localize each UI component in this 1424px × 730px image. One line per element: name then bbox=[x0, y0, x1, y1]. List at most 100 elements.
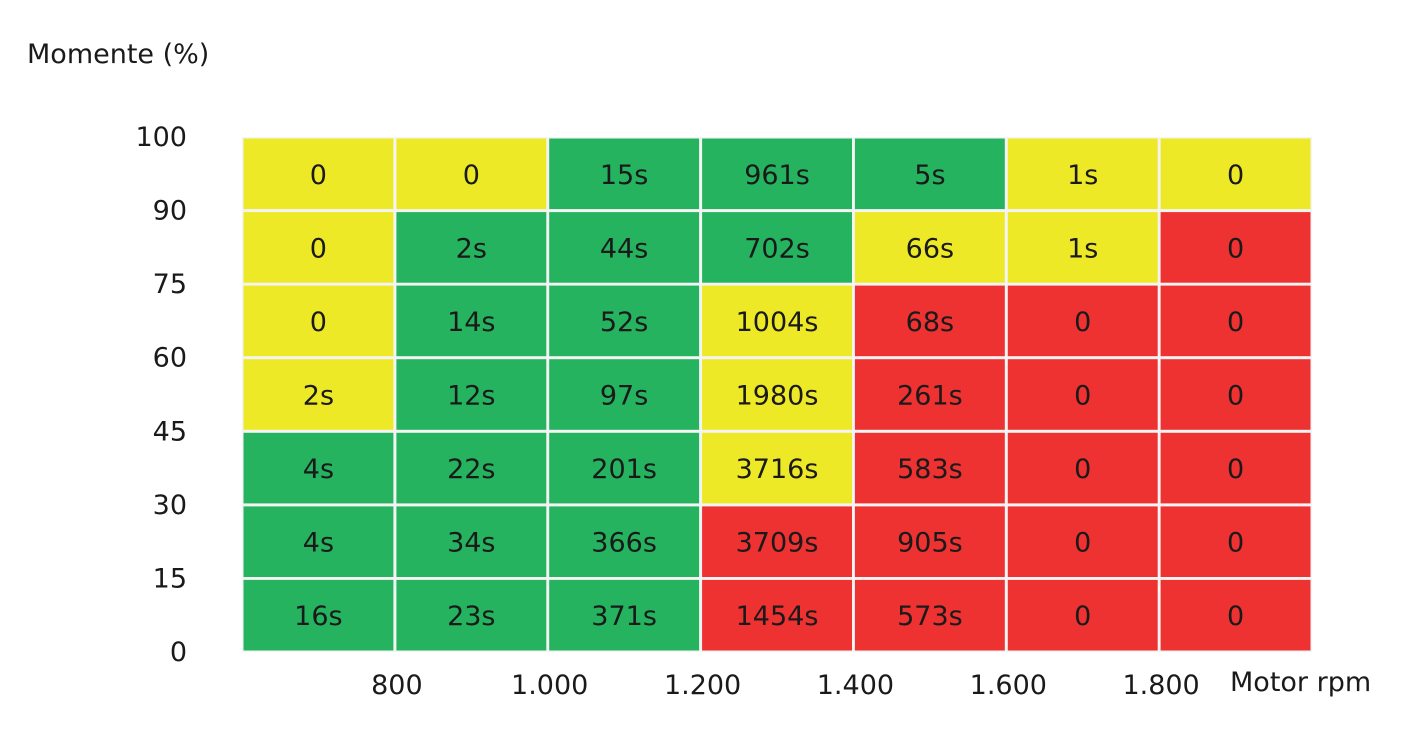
cell-label: 97s bbox=[600, 381, 648, 412]
x-tick-label: 1.600 bbox=[970, 670, 1047, 701]
cell-label: 0 bbox=[1227, 454, 1244, 485]
heatmap-cell bbox=[1160, 138, 1311, 210]
y-tick-label: 15 bbox=[153, 563, 187, 594]
heatmap-cell bbox=[1160, 506, 1311, 577]
heatmap-cell bbox=[549, 285, 700, 357]
heatmap-cell bbox=[549, 212, 700, 283]
cell-label: 371s bbox=[591, 601, 657, 632]
cell-label: 12s bbox=[447, 381, 495, 412]
y-tick-label: 45 bbox=[153, 416, 187, 447]
heatmap-cell bbox=[243, 432, 394, 504]
heatmap-cell bbox=[854, 212, 1005, 283]
cell-label: 702s bbox=[744, 233, 810, 264]
heatmap-cell bbox=[396, 579, 547, 651]
heatmap-cell bbox=[396, 138, 547, 210]
heatmap-cell bbox=[702, 212, 852, 283]
heatmap-cell bbox=[854, 506, 1005, 577]
cell-label: 201s bbox=[591, 454, 657, 485]
heatmap-cell bbox=[702, 285, 852, 357]
cell-label: 3709s bbox=[736, 528, 819, 559]
heatmap-cell bbox=[396, 359, 547, 430]
heatmap-cell bbox=[702, 138, 852, 210]
x-tick-label: 800 bbox=[371, 670, 423, 701]
cell-label: 22s bbox=[447, 454, 495, 485]
heatmap-cell bbox=[1160, 359, 1311, 430]
heatmap-cell bbox=[549, 138, 700, 210]
cell-label: 0 bbox=[310, 160, 327, 191]
heatmap-cell bbox=[854, 138, 1005, 210]
y-tick-label: 0 bbox=[170, 637, 187, 668]
y-tick-label: 30 bbox=[153, 490, 187, 521]
cell-label: 0 bbox=[1227, 233, 1244, 264]
cell-label: 0 bbox=[463, 160, 480, 191]
x-axis-ticks: 800 1.000 1.200 1.400 1.600 1.800 bbox=[371, 670, 1200, 701]
cell-label: 0 bbox=[1227, 528, 1244, 559]
cell-label: 3716s bbox=[736, 454, 819, 485]
cell-label: 366s bbox=[591, 528, 657, 559]
cell-label: 1s bbox=[1067, 233, 1098, 264]
cell-label: 5s bbox=[914, 160, 945, 191]
x-tick-label: 1.400 bbox=[817, 670, 894, 701]
cell-label: 4s bbox=[303, 454, 334, 485]
cell-label: 1980s bbox=[736, 381, 819, 412]
heatmap-cell bbox=[854, 579, 1005, 651]
x-tick-label: 1.000 bbox=[511, 670, 588, 701]
heatmap-cell bbox=[1007, 138, 1158, 210]
cell-label: 261s bbox=[897, 381, 963, 412]
y-tick-label: 90 bbox=[153, 196, 187, 227]
heatmap-cell bbox=[243, 212, 394, 283]
heatmap-cell bbox=[1007, 579, 1158, 651]
x-tick-label: 1.200 bbox=[664, 670, 741, 701]
heatmap-cell bbox=[549, 579, 700, 651]
heatmap-cell bbox=[1007, 432, 1158, 504]
cell-label: 0 bbox=[1227, 160, 1244, 191]
cell-label: 0 bbox=[1074, 528, 1091, 559]
y-axis-label: Momente (%) bbox=[27, 39, 209, 70]
cell-label: 4s bbox=[303, 528, 334, 559]
cell-label: 68s bbox=[906, 307, 954, 338]
heatmap-cell bbox=[243, 506, 394, 577]
cell-label: 0 bbox=[1074, 381, 1091, 412]
heatmap-cell bbox=[549, 359, 700, 430]
heatmap-cell bbox=[549, 506, 700, 577]
heatmap-cell bbox=[1160, 212, 1311, 283]
x-tick-label: 1.800 bbox=[1122, 670, 1199, 701]
heatmap-cell bbox=[854, 359, 1005, 430]
heatmap-cell bbox=[243, 359, 394, 430]
heatmap-cell bbox=[702, 432, 852, 504]
cell-label: 0 bbox=[1074, 601, 1091, 632]
heatmap-cell bbox=[1007, 212, 1158, 283]
cell-label: 23s bbox=[447, 601, 495, 632]
heatmap-grid: 0 0 15s 961s 5s 1s 0 0 2s 44s 702s 66s 1s 0 0 14s 52s 100… bbox=[242, 137, 1312, 652]
cell-label: 0 bbox=[310, 307, 327, 338]
heatmap-cell bbox=[702, 579, 852, 651]
heatmap-cell bbox=[396, 285, 547, 357]
y-axis-ticks: 100 90 75 60 45 30 15 0 bbox=[135, 122, 187, 668]
cell-label: 52s bbox=[600, 307, 648, 338]
heatmap-cell bbox=[1007, 359, 1158, 430]
cell-label: 0 bbox=[1227, 601, 1244, 632]
cell-label: 0 bbox=[310, 233, 327, 264]
heatmap-cell bbox=[1007, 285, 1158, 357]
cell-label: 44s bbox=[600, 233, 648, 264]
cell-label: 16s bbox=[294, 601, 342, 632]
heatmap-cell bbox=[243, 579, 394, 651]
heatmap-cell bbox=[549, 432, 700, 504]
x-axis-label: Motor rpm bbox=[1230, 667, 1371, 698]
heatmap-cell bbox=[1160, 579, 1311, 651]
cell-label: 0 bbox=[1074, 454, 1091, 485]
cell-label: 1s bbox=[1067, 160, 1098, 191]
heatmap-cell bbox=[1007, 506, 1158, 577]
cell-label: 0 bbox=[1227, 381, 1244, 412]
cell-label: 0 bbox=[1227, 307, 1244, 338]
heatmap-cell bbox=[1160, 432, 1311, 504]
y-tick-label: 60 bbox=[153, 343, 187, 374]
cell-label: 1004s bbox=[736, 307, 819, 338]
heatmap-cell bbox=[702, 359, 852, 430]
cell-label: 961s bbox=[744, 160, 810, 191]
heatmap-cell bbox=[396, 506, 547, 577]
cell-label: 66s bbox=[906, 233, 954, 264]
cell-label: 0 bbox=[1074, 307, 1091, 338]
heatmap-cell bbox=[854, 432, 1005, 504]
